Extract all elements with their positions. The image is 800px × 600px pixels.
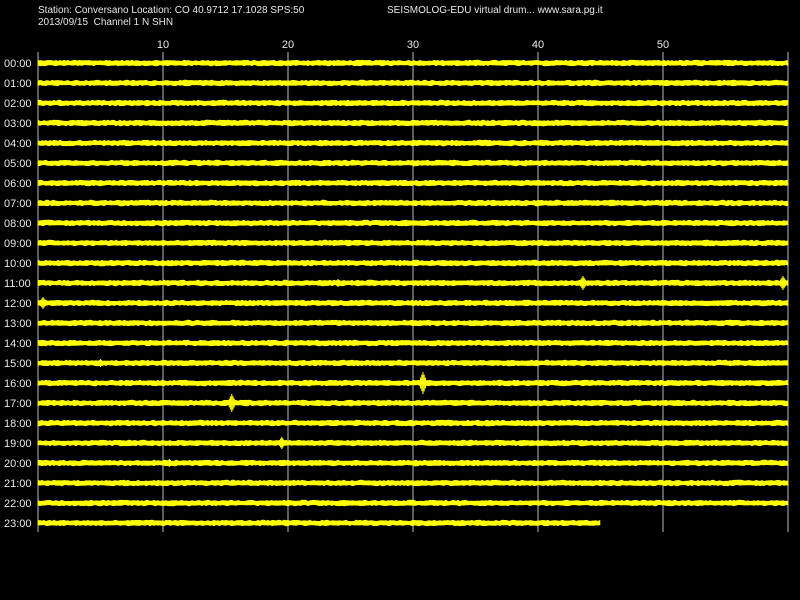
row-hour-label: 14:00 (4, 338, 32, 350)
row-hour-label: 16:00 (4, 378, 32, 390)
trace-row-1600 (37, 379, 789, 387)
trace-row-0200 (37, 99, 789, 107)
x-tick-label: 40 (532, 39, 544, 51)
trace-row-1400 (37, 339, 789, 347)
date-channel-info: 2013/09/15 Channel 1 N SHN (38, 17, 174, 28)
trace-row-0400 (37, 139, 789, 147)
seismic-event (578, 276, 588, 290)
x-tick-label: 10 (157, 39, 169, 51)
row-hour-label: 13:00 (4, 318, 32, 330)
x-tick-label: 50 (657, 39, 669, 51)
station-info: Station: Conversano Location: CO 40.9712… (38, 5, 305, 16)
trace-row-0900 (37, 239, 789, 247)
trace-row-0600 (37, 179, 789, 187)
row-hour-label: 11:00 (4, 278, 31, 290)
trace-row-1900 (37, 439, 789, 447)
trace-row-0800 (37, 219, 789, 227)
row-hour-label: 20:00 (4, 458, 32, 470)
row-hour-label: 06:00 (4, 178, 32, 190)
trace-row-0700 (37, 199, 789, 207)
row-hour-label: 02:00 (4, 98, 32, 110)
seismic-event (96, 359, 105, 367)
x-tick-label: 20 (282, 39, 294, 51)
seismic-event (277, 437, 286, 449)
seismic-event (778, 276, 788, 290)
trace-row-1300 (37, 319, 789, 327)
trace-row-1700 (37, 399, 789, 407)
trace-row-0000 (37, 59, 789, 67)
seismic-event (418, 372, 428, 394)
row-hour-label: 07:00 (4, 198, 32, 210)
x-tick-label: 30 (407, 39, 419, 51)
row-hour-label: 21:00 (4, 478, 32, 490)
trace-row-1000 (37, 259, 789, 267)
row-hour-label: 08:00 (4, 218, 32, 230)
row-hour-label: 00:00 (4, 58, 32, 70)
row-hour-label: 03:00 (4, 118, 32, 130)
row-hour-label: 17:00 (4, 398, 32, 410)
row-hour-label: 23:00 (4, 518, 32, 530)
trace-row-1500 (37, 359, 789, 367)
trace-row-2200 (37, 499, 789, 507)
trace-row-2300 (37, 519, 601, 527)
trace-row-0500 (37, 159, 789, 167)
row-hour-label: 12:00 (4, 298, 32, 310)
row-hour-label: 09:00 (4, 238, 32, 250)
trace-row-1100 (37, 279, 789, 287)
seismic-event (333, 279, 343, 287)
row-hour-label: 04:00 (4, 138, 32, 150)
trace-row-1200 (37, 299, 789, 307)
row-hour-label: 01:00 (4, 78, 32, 90)
row-hour-label: 22:00 (4, 498, 32, 510)
trace-row-0300 (37, 119, 789, 127)
trace-row-1800 (37, 419, 789, 427)
seismic-event (165, 459, 174, 467)
trace-row-2000 (37, 459, 789, 467)
row-hour-label: 18:00 (4, 418, 32, 430)
row-hour-label: 15:00 (4, 358, 32, 370)
trace-row-2100 (37, 479, 789, 487)
trace-row-0100 (37, 79, 789, 87)
row-hour-label: 10:00 (4, 258, 32, 270)
row-hour-label: 05:00 (4, 158, 32, 170)
seismic-event (227, 394, 236, 412)
row-hour-label: 19:00 (4, 438, 32, 450)
site-title: SEISMOLOG-EDU virtual drum... www.sara.p… (387, 5, 603, 16)
seismic-event (38, 297, 48, 309)
